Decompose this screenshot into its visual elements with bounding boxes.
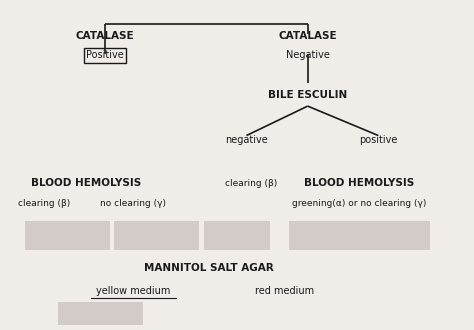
Text: greening(α) or no clearing (γ): greening(α) or no clearing (γ): [292, 199, 427, 208]
FancyBboxPatch shape: [115, 221, 199, 250]
Text: Positive: Positive: [86, 50, 124, 60]
Text: negative: negative: [225, 135, 268, 146]
Text: BILE ESCULIN: BILE ESCULIN: [268, 89, 347, 100]
Text: BLOOD HEMOLYSIS: BLOOD HEMOLYSIS: [304, 178, 415, 188]
FancyBboxPatch shape: [204, 221, 270, 250]
Text: yellow medium: yellow medium: [96, 286, 171, 296]
Text: clearing (β): clearing (β): [18, 199, 70, 208]
Text: CATALASE: CATALASE: [76, 31, 134, 41]
Text: BLOOD HEMOLYSIS: BLOOD HEMOLYSIS: [31, 178, 141, 188]
FancyBboxPatch shape: [289, 221, 430, 250]
Text: Negative: Negative: [286, 50, 329, 60]
Text: positive: positive: [359, 135, 398, 146]
Text: MANNITOL SALT AGAR: MANNITOL SALT AGAR: [144, 263, 273, 273]
Text: no clearing (γ): no clearing (γ): [100, 199, 166, 208]
FancyBboxPatch shape: [25, 221, 110, 250]
FancyBboxPatch shape: [58, 302, 143, 325]
Text: CATALASE: CATALASE: [278, 31, 337, 41]
Text: red medium: red medium: [255, 286, 314, 296]
Text: clearing (β): clearing (β): [225, 179, 277, 188]
